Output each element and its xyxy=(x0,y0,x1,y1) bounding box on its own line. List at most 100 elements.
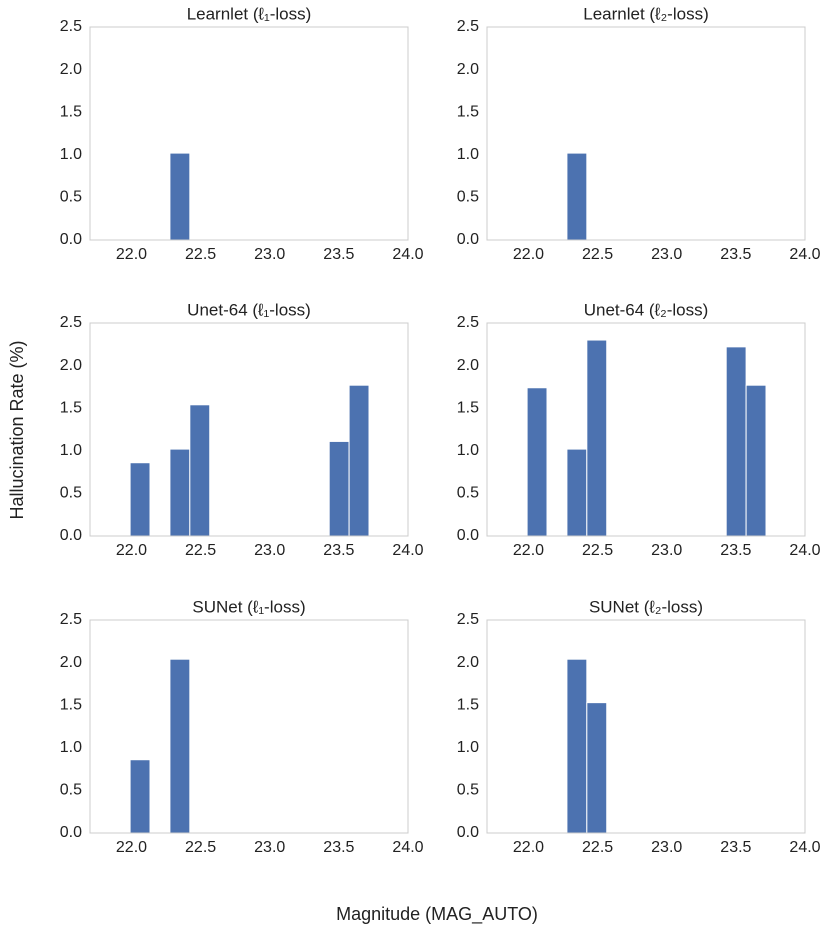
x-tick-label: 23.0 xyxy=(254,839,285,856)
bar xyxy=(129,462,151,537)
x-tick-label: 23.0 xyxy=(651,839,682,856)
y-tick-label: 1.0 xyxy=(60,146,82,163)
y-tick-label: 0.0 xyxy=(457,231,479,248)
bar xyxy=(725,346,747,537)
y-tick-label: 1.0 xyxy=(457,442,479,459)
y-tick-label: 1.0 xyxy=(457,739,479,756)
y-tick-label: 0.0 xyxy=(60,824,82,841)
x-tick-label: 22.0 xyxy=(513,839,544,856)
y-tick-label: 2.5 xyxy=(60,18,82,35)
x-tick-label: 22.5 xyxy=(185,839,216,856)
x-tick-label: 22.5 xyxy=(185,246,216,263)
x-tick-label: 22.0 xyxy=(116,839,147,856)
x-tick-label: 22.5 xyxy=(582,246,613,263)
y-tick-label: 0.5 xyxy=(457,485,479,502)
bar xyxy=(169,448,191,537)
subplot: SUNet (ℓ₂-loss) 0.0 0.5 1.0 1.5 2.0 2.5 22.0 22.… xyxy=(457,597,821,856)
x-axis-label: Magnitude (MAG_AUTO) xyxy=(336,904,538,925)
bar xyxy=(169,658,191,834)
axes-frame xyxy=(486,26,806,241)
x-tick-label: 24.0 xyxy=(789,246,820,263)
x-tick-label: 23.5 xyxy=(720,542,751,559)
subplot-title: Learnlet (ℓ₂-loss) xyxy=(583,4,708,23)
x-tick-label: 23.0 xyxy=(254,542,285,559)
x-tick-label: 22.5 xyxy=(185,542,216,559)
axes-frame xyxy=(89,26,409,241)
y-tick-label: 2.0 xyxy=(60,61,82,78)
y-tick-label: 2.5 xyxy=(457,314,479,331)
axes-frame xyxy=(486,619,806,834)
x-tick-label: 24.0 xyxy=(789,542,820,559)
subplot-title: SUNet (ℓ₂-loss) xyxy=(589,597,703,616)
bar xyxy=(348,384,370,537)
x-tick-label: 22.5 xyxy=(582,542,613,559)
x-tick-label: 24.0 xyxy=(392,542,423,559)
y-tick-label: 0.0 xyxy=(457,824,479,841)
y-tick-label: 1.5 xyxy=(60,399,82,416)
axes-frame xyxy=(89,619,409,834)
y-tick-label: 0.5 xyxy=(457,782,479,799)
x-tick-label: 24.0 xyxy=(789,839,820,856)
x-tick-label: 24.0 xyxy=(392,839,423,856)
x-tick-label: 22.0 xyxy=(116,246,147,263)
x-tick-label: 23.5 xyxy=(720,839,751,856)
x-tick-label: 23.5 xyxy=(323,839,354,856)
y-tick-label: 2.0 xyxy=(457,654,479,671)
subplot: Learnlet (ℓ₂-loss) 0.0 0.5 1.0 1.5 2.0 2.5 22.0… xyxy=(457,4,821,263)
x-tick-label: 22.0 xyxy=(513,246,544,263)
x-tick-label: 23.0 xyxy=(651,246,682,263)
bar xyxy=(189,404,211,537)
x-tick-label: 23.0 xyxy=(254,246,285,263)
axes-frame xyxy=(486,322,806,537)
y-tick-label: 2.0 xyxy=(457,357,479,374)
bar xyxy=(566,152,588,241)
subplot: Unet-64 (ℓ₁-loss) 0.0 0.5 1.0 1.5 2.0 2.5 22.0 2… xyxy=(60,300,424,559)
y-axis-label: Hallucination Rate (%) xyxy=(7,340,27,519)
bar xyxy=(169,152,191,241)
bar xyxy=(328,440,350,537)
y-tick-label: 2.0 xyxy=(457,61,479,78)
y-tick-label: 0.5 xyxy=(60,485,82,502)
y-tick-label: 2.5 xyxy=(457,611,479,628)
subplot: Unet-64 (ℓ₂-loss) 0.0 0.5 1.0 1.5 2.0 2.5 22.0 2… xyxy=(457,300,821,559)
y-tick-label: 0.0 xyxy=(60,527,82,544)
x-tick-label: 22.0 xyxy=(116,542,147,559)
subplot-title: Learnlet (ℓ₁-loss) xyxy=(187,4,312,23)
bar xyxy=(129,759,151,834)
x-tick-label: 22.5 xyxy=(582,839,613,856)
subplot: Learnlet (ℓ₁-loss) 0.0 0.5 1.0 1.5 2.0 2.5 22.0… xyxy=(60,4,424,263)
y-tick-label: 0.5 xyxy=(457,189,479,206)
y-tick-label: 2.0 xyxy=(60,654,82,671)
y-tick-label: 1.0 xyxy=(60,442,82,459)
y-tick-label: 1.5 xyxy=(457,399,479,416)
y-tick-label: 1.0 xyxy=(457,146,479,163)
x-tick-label: 23.5 xyxy=(323,542,354,559)
bar xyxy=(586,702,608,834)
subplot: SUNet (ℓ₁-loss) 0.0 0.5 1.0 1.5 2.0 2.5 22.0 22.… xyxy=(60,597,424,856)
bar xyxy=(526,387,548,537)
x-tick-label: 23.5 xyxy=(720,246,751,263)
y-tick-label: 2.0 xyxy=(60,357,82,374)
bar xyxy=(566,658,588,834)
y-tick-label: 1.0 xyxy=(60,739,82,756)
x-tick-label: 23.0 xyxy=(651,542,682,559)
y-tick-label: 2.5 xyxy=(457,18,479,35)
y-tick-label: 2.5 xyxy=(60,314,82,331)
x-tick-label: 22.0 xyxy=(513,542,544,559)
axes-frame xyxy=(89,322,409,537)
y-tick-label: 0.5 xyxy=(60,189,82,206)
y-tick-label: 1.5 xyxy=(60,696,82,713)
x-tick-label: 23.5 xyxy=(323,246,354,263)
subplot-title: SUNet (ℓ₁-loss) xyxy=(192,597,305,616)
y-tick-label: 0.0 xyxy=(457,527,479,544)
bar xyxy=(566,448,588,537)
y-tick-label: 0.5 xyxy=(60,782,82,799)
y-tick-label: 1.5 xyxy=(457,696,479,713)
subplot-title: Unet-64 (ℓ₂-loss) xyxy=(584,300,709,319)
bar xyxy=(745,384,767,537)
subplot-title: Unet-64 (ℓ₁-loss) xyxy=(187,300,311,319)
y-tick-label: 1.5 xyxy=(457,103,479,120)
y-tick-label: 0.0 xyxy=(60,231,82,248)
y-tick-label: 2.5 xyxy=(60,611,82,628)
